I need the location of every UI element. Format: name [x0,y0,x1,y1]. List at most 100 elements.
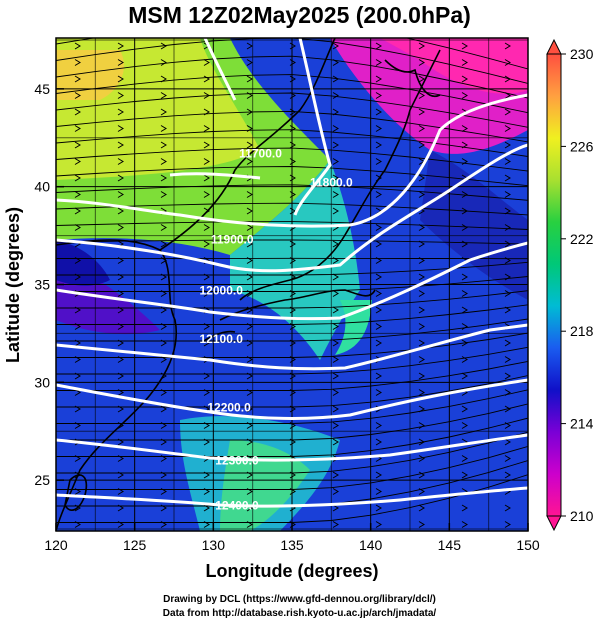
wind-arrow [332,504,339,512]
wind-arrow [160,356,167,363]
wind-arrow [504,356,511,363]
wind-arrow [74,422,81,429]
wind-arrow [160,504,167,512]
wind-arrow [504,339,511,347]
wind-arrow [117,207,124,215]
map-title: MSM 12Z02May2025 (200.0hPa) [128,2,471,28]
x-axis-label: Longitude (degrees) [205,561,378,581]
wind-arrow [375,108,382,116]
wind-arrow [203,240,210,248]
wind-arrow [160,521,167,528]
wind-arrow [246,42,253,50]
wind-arrow [246,191,253,198]
wind-arrow [74,174,81,182]
wind-arrow [504,42,511,50]
wind-arrow [74,59,81,66]
y-axis-label: Latitude (degrees) [3,207,23,363]
wind-arrow [160,158,167,165]
wind-arrow [332,273,339,281]
wind-arrow [375,141,382,149]
wind-arrow [418,92,425,99]
wind-arrow [418,323,425,330]
wind-arrow [504,389,511,396]
wind-arrow [461,521,468,528]
wind-arrow [332,125,339,132]
wind-arrow [375,504,382,512]
wind-arrow [375,422,382,429]
wind-arrow [332,141,339,149]
wind-arrow [74,405,81,413]
wind-arrow [504,422,511,429]
wind-arrow [332,438,339,446]
wind-arrow [203,273,210,281]
wind-arrow [332,471,339,479]
wind-arrow [375,521,382,528]
wind-arrow [461,372,468,380]
wind-arrow [160,125,167,132]
wind-arrow [418,438,425,446]
wind-arrow [117,323,124,330]
wind-arrow [74,356,81,363]
wind-arrow [332,339,339,347]
wind-arrow [117,59,124,66]
wind-arrow [246,207,253,215]
wind-arrow [117,471,124,479]
wind-arrow [74,306,81,314]
wind-arrow [418,422,425,429]
wind-arrow [418,504,425,512]
wind-arrow [74,207,81,215]
wind-arrow [332,323,339,330]
contour-label: 11900.0 [211,232,254,246]
wind-arrow [74,323,81,330]
wind-arrow [504,438,511,446]
wind-arrow [504,191,511,198]
wind-arrow [461,191,468,198]
wind-arrow [461,422,468,429]
y-tick-label: 25 [34,472,50,488]
wind-arrow [418,356,425,363]
wind-arrow [246,356,253,363]
contour-label: 12000.0 [200,283,244,297]
wind-arrow [461,207,468,215]
wind-arrow [117,174,124,182]
wind-arrow [418,455,425,462]
wind-arrow [504,257,511,264]
wind-arrow [375,240,382,248]
wind-arrow [117,290,124,297]
wind-arrow [418,75,425,83]
x-tick-label: 130 [202,537,226,553]
wind-arrow [74,339,81,347]
wind-arrow [504,174,511,182]
wind-arrow [246,59,253,66]
wind-arrow [461,323,468,330]
wind-arrow [418,521,425,528]
wind-arrow [74,125,81,132]
wind-arrow [375,273,382,281]
wind-arrow [332,191,339,198]
wind-arrow [504,75,511,83]
wind-arrow [375,224,382,231]
wind-arrow [461,290,468,297]
wind-arrow [461,141,468,149]
wind-arrow [203,372,210,380]
wind-arrow [160,108,167,116]
y-tick-label: 40 [34,179,50,195]
wind-arrow [117,158,124,165]
wind-arrow [418,339,425,347]
wind-arrow [117,273,124,281]
wind-arrow [160,174,167,182]
wind-arrow [160,422,167,429]
contour-label: 12200.0 [207,401,251,415]
wind-arrow [418,389,425,396]
x-tick-label: 145 [438,537,462,553]
wind-arrow [246,290,253,297]
wind-arrow [461,356,468,363]
colorbar-ticks: 210 214 218 222 226 230 [561,46,594,524]
wind-arrow [160,290,167,297]
wind-arrow [74,521,81,528]
wind-arrow [504,240,511,248]
credit-line-data: Data from http://database.rish.kyoto-u.a… [162,608,437,619]
wind-arrow [504,521,511,528]
wind-arrow [203,75,210,83]
